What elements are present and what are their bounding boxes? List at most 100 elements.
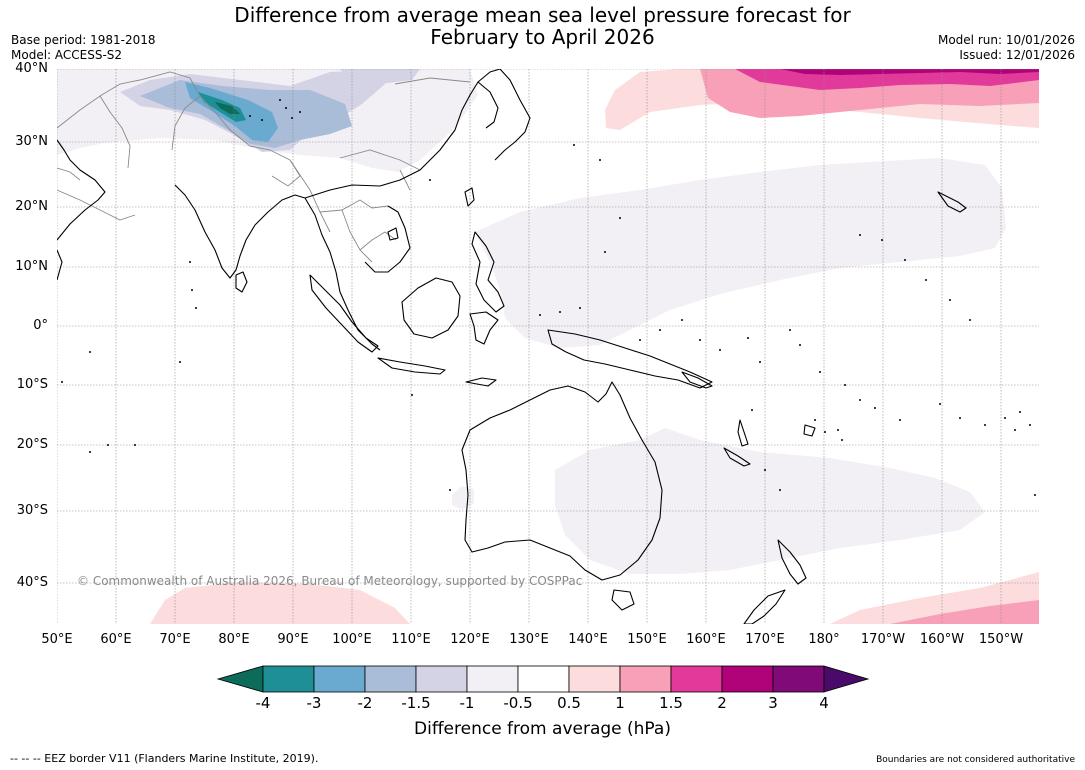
lat-label-40n: 40°N: [15, 61, 48, 76]
map-area: [57, 69, 1039, 624]
lat-label-10s: 10°S: [16, 377, 48, 392]
contour-neg1-small: [452, 486, 474, 510]
lon-label-180: 180°: [808, 632, 840, 647]
lon-label-160w: 160°W: [919, 632, 965, 647]
lon-label-120e: 120°E: [450, 632, 490, 647]
lon-label-150e: 150°E: [627, 632, 667, 647]
colorbar-segment-neg1-neg05: [466, 665, 519, 693]
lat-label-20n: 20°N: [15, 199, 48, 214]
copyright-notice: © Commonwealth of Australia 2026, Bureau…: [77, 574, 583, 588]
colorbar-segment-p05-1: [568, 665, 621, 693]
coast-japan: [494, 69, 531, 161]
colorbar-segment-neg4-neg3: [262, 665, 315, 693]
coast-nz-south: [743, 589, 786, 624]
coast-india: [174, 184, 306, 279]
colorbar-segment-neg05-05: [517, 665, 570, 693]
colorbar-tick: -0.5: [503, 694, 533, 712]
colorbar-tick: -4: [255, 694, 271, 712]
coast-arabia: [57, 139, 106, 241]
coast-srilanka: [235, 271, 248, 293]
contour-p15-ne: [735, 69, 1039, 90]
coast-indochina: [364, 205, 411, 273]
colorbar-tick: 1.5: [659, 694, 683, 712]
graticule: [57, 69, 1039, 624]
coast-australia: [461, 381, 663, 581]
colorbar-segment-neg3-neg2: [313, 665, 366, 693]
lon-label-90e: 90°E: [277, 632, 309, 647]
coast-newcaledonia: [723, 447, 751, 467]
meta-right: Model run: 10/01/2026 Issued: 12/01/2026: [938, 33, 1075, 63]
meta-left: Base period: 1981-2018 Model: ACCESS-S2: [11, 33, 156, 63]
lat-label-40s: 40°S: [16, 575, 48, 590]
colorbar-tick: 0.5: [557, 694, 581, 712]
lat-label-10n: 10°N: [15, 259, 48, 274]
colorbar-tick: 3: [768, 694, 778, 712]
lon-label-60e: 60°E: [100, 632, 132, 647]
colorbar-segment-p15-2: [670, 665, 723, 693]
lon-label-170w: 170°W: [860, 632, 906, 647]
island-dots: [61, 99, 1036, 496]
anomaly-fills: [57, 69, 1039, 624]
lon-label-170e: 170°E: [745, 632, 785, 647]
coast-korea: [477, 81, 499, 129]
lon-label-50e: 50°E: [41, 632, 73, 647]
colorbar-segment-p3-4: [772, 665, 825, 693]
coast-taiwan: [464, 187, 475, 207]
boundaries-disclaimer: Boundaries are not considered authoritat…: [876, 755, 1075, 765]
contour-neg1-australia: [555, 428, 985, 574]
colorbar-segment-neg15-neg1: [415, 665, 468, 693]
title-line1: Difference from average mean sea level p…: [234, 3, 851, 27]
colorbar-segment-p2-3: [721, 665, 774, 693]
model-run: Model run: 10/01/2026: [937, 33, 1075, 47]
contour-neg15-b: [340, 69, 420, 84]
lon-label-160e: 160°E: [686, 632, 726, 647]
coast-hainan: [387, 227, 399, 241]
chart-title: Difference from average mean sea level p…: [0, 4, 1085, 48]
lat-label-0: 0°: [33, 318, 48, 333]
colorbar-tick: -3: [306, 694, 322, 712]
lon-label-70e: 70°E: [159, 632, 191, 647]
coast-java: [377, 357, 446, 375]
base-period: Base period: 1981-2018: [11, 33, 156, 47]
coast-timor: [465, 377, 497, 387]
coast-vanuatu: [737, 419, 749, 447]
colorbar-tick: -1.5: [401, 694, 431, 712]
contour-p1-se: [890, 600, 1039, 624]
model-name: Model: ACCESS-S2: [11, 48, 123, 62]
lon-label-130e: 130°E: [509, 632, 549, 647]
contour-p05-sw: [150, 582, 410, 624]
coast-nz-north: [777, 539, 807, 585]
contour-p2-ne: [780, 69, 1039, 75]
coast-tasmania: [611, 589, 635, 611]
coast-sulawesi: [469, 311, 499, 345]
issued-date: Issued: 12/01/2026: [959, 48, 1075, 62]
country-borders: [57, 71, 471, 263]
lon-label-150w: 150°W: [978, 632, 1024, 647]
colorbar-label: Difference from average (hPa): [414, 719, 671, 739]
lat-label-30n: 30°N: [15, 134, 48, 149]
lon-label-110e: 110°E: [391, 632, 431, 647]
coast-solomons: [681, 371, 713, 389]
colorbar-tick: 1: [615, 694, 625, 712]
colorbar-segment-p1-15: [619, 665, 672, 693]
eez-border-legend: -- -- -- EEZ border V11 (Flanders Marine…: [10, 752, 319, 765]
coast-newguinea: [547, 329, 713, 389]
lon-label-80e: 80°E: [218, 632, 250, 647]
contour-neg1-pacific: [475, 158, 1006, 348]
colorbar-segment-neg2-neg15: [364, 665, 417, 693]
colorbar-tick: -1: [459, 694, 475, 712]
lon-label-140e: 140°E: [568, 632, 608, 647]
coast-borneo: [401, 277, 461, 339]
coast-hawaii: [937, 191, 967, 213]
lat-label-20s: 20°S: [16, 437, 48, 452]
colorbar-segment-lt-neg4: [216, 665, 264, 693]
coast-arabia-south: [57, 249, 63, 281]
coast-fiji: [803, 424, 816, 437]
colorbar-tick: 2: [717, 694, 727, 712]
colorbar-tick: -2: [357, 694, 373, 712]
coast-sumatra: [309, 274, 379, 353]
coastlines: [57, 69, 967, 624]
lon-label-100e: 100°E: [332, 632, 372, 647]
colorbar-tick: 4: [819, 694, 829, 712]
